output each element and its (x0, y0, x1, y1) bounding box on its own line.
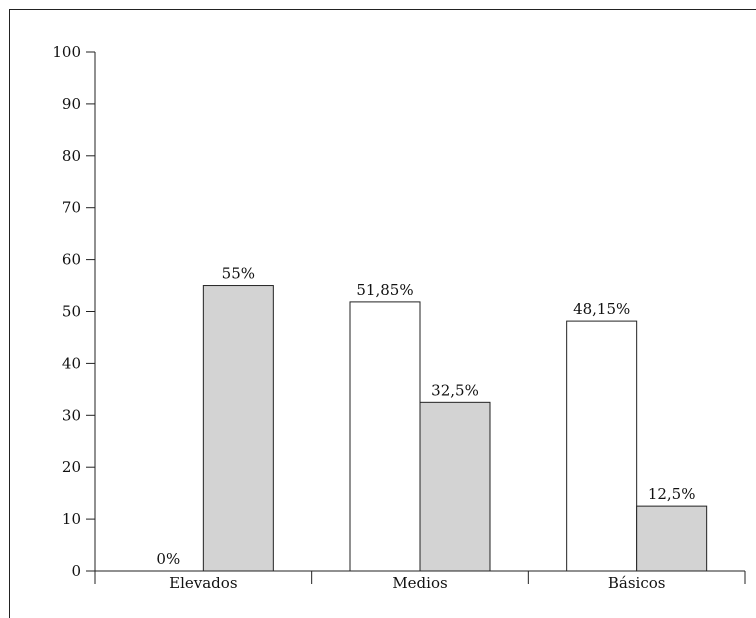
y-tick-label: 0 (71, 562, 81, 580)
y-tick-label: 80 (62, 147, 81, 165)
data-label: 12,5% (648, 485, 696, 503)
bar (636, 505, 708, 572)
bar (202, 285, 274, 572)
y-tick-label: 70 (62, 199, 81, 217)
bar (566, 320, 638, 572)
y-axis-ticks: 0 10 20 30 40 50 60 70 80 90 100 (52, 43, 95, 580)
y-tick-label: 40 (62, 354, 81, 372)
category-label: Elevados (169, 574, 237, 592)
data-label: 51,85% (356, 281, 413, 299)
data-labels: 0% 55% 51,85% 32,5% 48,15% 12,5% (156, 265, 695, 568)
chart-frame (9, 9, 756, 618)
y-tick-label: 50 (62, 303, 81, 321)
y-tick-label: 100 (52, 43, 81, 61)
category-label: Básicos (608, 574, 666, 592)
y-tick-label: 20 (62, 458, 81, 476)
category-label: Medios (392, 574, 447, 592)
data-label: 48,15% (573, 300, 630, 318)
category-labels: Elevados Medios Básicos (169, 574, 665, 592)
data-label: 32,5% (431, 381, 479, 399)
x-axis-ticks (94, 571, 746, 584)
bar (419, 401, 491, 572)
y-tick-label: 90 (62, 95, 81, 113)
bar (349, 301, 421, 572)
bars (202, 285, 708, 572)
y-tick-label: 60 (62, 251, 81, 269)
y-tick-label: 10 (62, 510, 81, 528)
data-label: 55% (222, 265, 255, 283)
data-label: 0% (156, 550, 180, 568)
y-tick-label: 30 (62, 406, 81, 424)
